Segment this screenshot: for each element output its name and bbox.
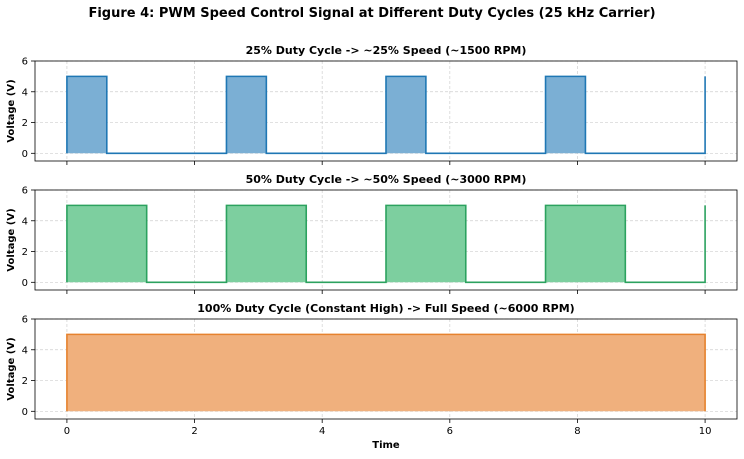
y-tick-label: 4 (22, 216, 28, 227)
axes-frame (34, 189, 738, 291)
y-tick-label: 4 (22, 87, 28, 98)
x-axis-label: Time (372, 440, 400, 451)
x-tick-label: 6 (447, 426, 453, 437)
signal-line (66, 75, 706, 155)
y-axis-label: Voltage (V) (6, 208, 17, 271)
panel-1: 0 2 4 6 25% Duty Cycle -> ~25% Speed (~1500 … (6, 44, 738, 165)
y-tick-label: 6 (22, 315, 28, 326)
y-tick-label: 0 (22, 278, 28, 289)
panel-3: 0 2 4 6 0 2 4 6 8 10 100% Duty Cycle (Constant Hig… (6, 302, 738, 437)
x-tick-label: 4 (319, 426, 325, 437)
panels-group: 0 2 4 6 25% Duty Cycle -> ~25% Speed (~1500 … (6, 44, 738, 437)
figure-title: Figure 4: PWM Speed Control Signal at Di… (88, 6, 655, 21)
x-tick-label: 10 (699, 426, 712, 437)
signal-fill (66, 334, 706, 412)
panel-title: 100% Duty Cycle (Constant High) -> Full … (197, 302, 574, 315)
x-tick-label: 2 (191, 426, 197, 437)
panel-title: 25% Duty Cycle -> ~25% Speed (~1500 RPM) (246, 44, 527, 57)
y-tick-label: 0 (22, 407, 28, 418)
signal-line (66, 204, 706, 284)
y-tick-label: 2 (22, 376, 28, 387)
y-tick-label: 2 (22, 247, 28, 258)
y-tick-label: 6 (22, 186, 28, 197)
x-tick-label: 0 (64, 426, 70, 437)
panel-title: 50% Duty Cycle -> ~50% Speed (~3000 RPM) (246, 173, 527, 186)
axes-frame (34, 60, 738, 162)
y-tick-label: 0 (22, 149, 28, 160)
y-tick-label: 4 (22, 345, 28, 356)
x-tick-label: 8 (574, 426, 580, 437)
axes-frame (34, 318, 738, 420)
y-tick-label: 2 (22, 118, 28, 129)
signal-line (66, 333, 706, 412)
y-axis-label: Voltage (V) (6, 79, 17, 142)
y-axis-label: Voltage (V) (6, 337, 17, 400)
y-tick-label: 6 (22, 57, 28, 68)
panel-2: 0 2 4 6 50% Duty Cycle -> ~50% Speed (~3000 … (6, 173, 738, 294)
